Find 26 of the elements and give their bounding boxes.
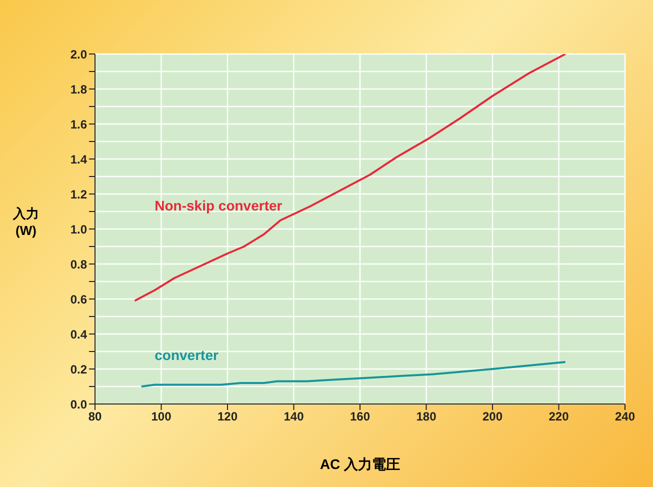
x-tick-label: 220: [548, 410, 570, 424]
x-tick-label: 80: [88, 410, 102, 424]
line-series: [140, 361, 566, 388]
y-tick-label: 1.8: [70, 82, 88, 96]
x-tick-label: 240: [614, 410, 636, 424]
x-tick-label: 140: [284, 410, 304, 424]
y-tick-label: 1.0: [70, 222, 88, 236]
x-tick-label: 120: [217, 410, 238, 424]
y-tick-label: 0.0: [70, 397, 88, 412]
line-series: [134, 54, 566, 302]
y-tick-label: 1.6: [70, 117, 88, 132]
x-axis-title: AC 入力電圧: [318, 456, 402, 474]
x-tick-label: 160: [350, 410, 370, 424]
y-tick-label: 0.6: [70, 292, 88, 306]
x-tick-label: 180: [416, 410, 437, 424]
y-tick-label: 0.2: [70, 362, 88, 376]
series-label: Non-skip converter: [154, 197, 283, 214]
y-tick-label: 1.4: [70, 152, 88, 166]
y-tick-label: 2.0: [70, 47, 88, 62]
y-tick-label: 1.2: [70, 187, 88, 202]
x-tick-label: 100: [151, 410, 172, 424]
y-tick-label: 0.4: [70, 327, 88, 342]
y-axis-title: 入力 (W): [12, 205, 40, 238]
series-label: converter: [154, 346, 219, 363]
x-tick-label: 200: [482, 410, 503, 424]
y-tick-label: 0.8: [70, 257, 88, 272]
